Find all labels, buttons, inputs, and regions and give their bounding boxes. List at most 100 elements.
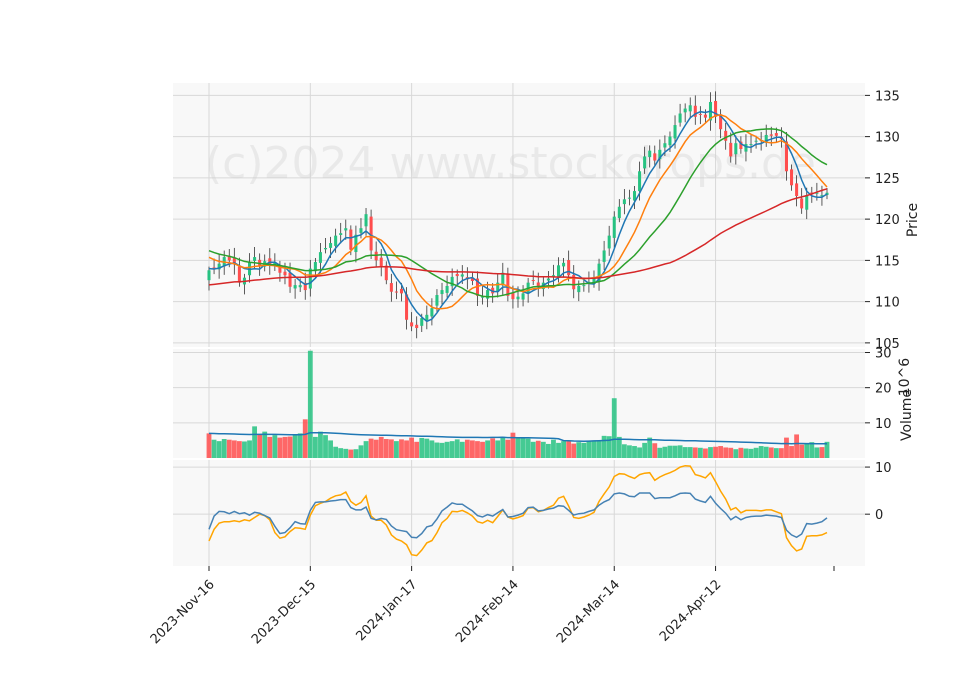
volume-bar: [789, 446, 794, 458]
volume-tick-label: 10: [875, 417, 892, 432]
volume-bar: [252, 426, 257, 458]
volume-bar: [692, 447, 698, 458]
candle-body: [698, 113, 702, 115]
candle-body: [253, 257, 257, 261]
volume-bar: [221, 439, 227, 458]
candle-body: [622, 199, 626, 205]
candle-body: [237, 266, 241, 283]
candle-body: [369, 216, 373, 251]
candle-body: [784, 141, 788, 172]
candle-body: [405, 294, 409, 320]
candle-body: [354, 234, 358, 253]
candle-body: [562, 262, 566, 267]
volume-bar: [318, 431, 323, 458]
watermark-text: (c)2024 www.stockdrops.de: [205, 138, 816, 189]
volume-bar: [773, 448, 779, 458]
candle-body: [739, 141, 743, 149]
volume-bar: [520, 437, 526, 458]
candle-body: [506, 273, 510, 296]
candle-body: [212, 267, 216, 269]
volume-axis-title: Volume: [899, 389, 915, 441]
volume-bar: [287, 436, 293, 458]
candle-body: [719, 114, 723, 130]
oscillator-tick-label: 0: [875, 508, 883, 523]
candle-body: [486, 290, 490, 299]
candle-body: [496, 282, 500, 293]
candle-body: [481, 296, 485, 298]
oscillator-tick-label: 10: [875, 461, 892, 476]
price-tick-label: 115: [875, 254, 900, 269]
candle-body: [344, 228, 348, 231]
volume-bar: [500, 436, 506, 458]
candle-body: [648, 150, 652, 158]
volume-bar: [272, 435, 278, 458]
candle-body: [668, 136, 672, 146]
volume-bar: [682, 447, 688, 458]
volume-bar: [667, 445, 673, 458]
price-tick-label: 120: [875, 213, 900, 228]
candle-body: [632, 191, 637, 201]
candle-body: [511, 292, 515, 300]
volume-bar: [323, 435, 328, 458]
volume-bar: [515, 438, 521, 458]
volume-bar: [652, 443, 658, 458]
volume-bar: [672, 445, 678, 458]
candle-body: [612, 216, 616, 238]
candle-body: [470, 278, 474, 281]
volume-bar: [779, 448, 784, 458]
volume-bar: [358, 445, 364, 458]
candle-body: [617, 206, 621, 219]
volume-bar: [439, 442, 445, 458]
candle-body: [815, 192, 819, 194]
volume-bar: [302, 419, 308, 458]
oscillator-line-blue: [208, 492, 828, 539]
volume-bar: [480, 441, 485, 458]
volume-bar: [394, 441, 399, 458]
volume-bar: [581, 442, 587, 458]
volume-bar: [307, 350, 313, 458]
volume-bar: [591, 440, 597, 458]
candle-body: [592, 278, 596, 283]
oscillator-line-orange: [208, 464, 828, 557]
candle-body: [805, 195, 809, 210]
volume-bar: [621, 444, 627, 458]
moving-average-short: [208, 110, 828, 323]
volume-bar: [697, 447, 703, 458]
candle-body: [460, 274, 464, 277]
candle-body: [293, 285, 297, 289]
candle-body: [440, 290, 444, 295]
price-series: [207, 91, 829, 339]
volume-bar: [454, 439, 460, 458]
volume-bar: [363, 441, 369, 458]
candle-body: [349, 229, 353, 250]
volume-bar: [333, 446, 339, 458]
candle-body: [602, 250, 606, 262]
volume-bar: [703, 448, 708, 458]
volume-tick-label: 30: [875, 347, 892, 362]
volume-bar: [642, 442, 648, 458]
volume-bar: [611, 398, 617, 458]
candle-body: [268, 258, 272, 265]
volume-bar: [424, 438, 430, 458]
volume-bar: [738, 447, 744, 458]
volume-bar: [277, 437, 283, 458]
volume-bar: [687, 447, 693, 458]
volume-bar: [434, 442, 440, 458]
volume-bar: [353, 449, 359, 458]
candle-body: [379, 257, 383, 267]
volume-bar: [338, 448, 344, 458]
candle-body: [607, 235, 611, 249]
volume-bar: [247, 440, 252, 458]
candle-body: [820, 195, 824, 197]
candle-body: [394, 291, 398, 293]
candle-body: [364, 214, 368, 227]
volume-bar: [566, 441, 572, 458]
price-tick-label: 125: [875, 172, 900, 187]
volume-bar: [763, 446, 769, 458]
candle-body: [703, 114, 707, 118]
candle-body: [653, 153, 657, 161]
candle-body: [318, 252, 322, 263]
candle-body: [475, 278, 479, 296]
volume-bar: [368, 438, 374, 458]
volume-bar: [510, 432, 516, 458]
